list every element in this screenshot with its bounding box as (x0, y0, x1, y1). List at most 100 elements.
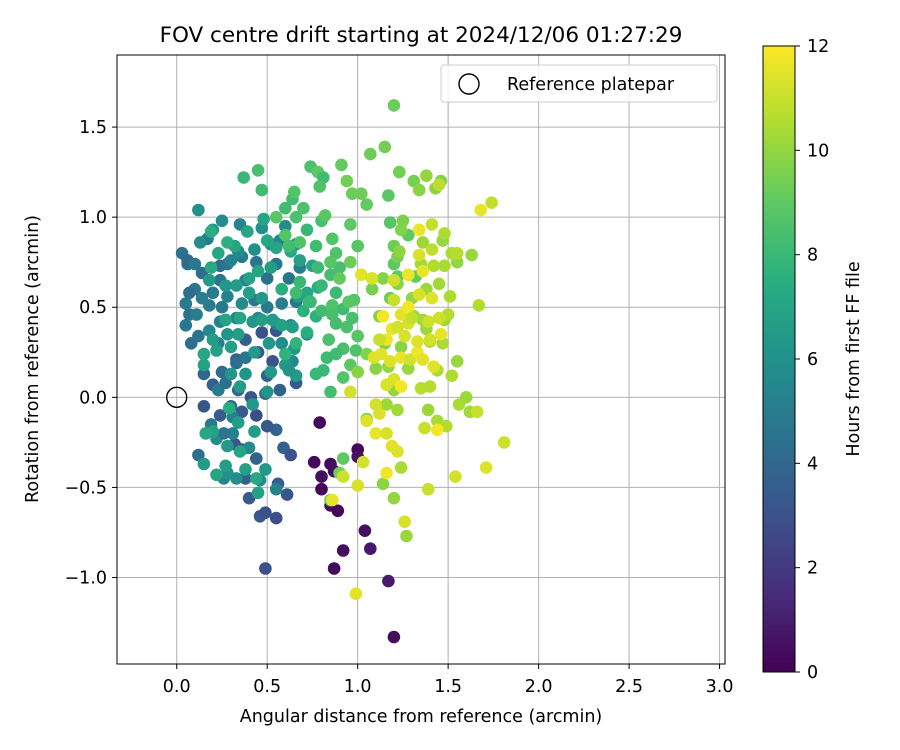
colorbar-label: Hours from first FF file (844, 261, 864, 456)
data-point (365, 272, 379, 285)
y-tick-label: 1.5 (79, 118, 107, 138)
colorbar-gradient (762, 45, 796, 673)
y-tick-label: 1.0 (79, 208, 107, 228)
data-point (233, 445, 247, 458)
data-point (179, 297, 193, 310)
data-point (365, 282, 379, 296)
data-point (324, 385, 337, 399)
data-point (235, 405, 249, 419)
data-point (275, 319, 289, 332)
colorbar-tick-label: 10 (807, 141, 829, 161)
data-point (416, 236, 430, 249)
x-tick-label: 0.5 (253, 677, 281, 697)
data-point (241, 225, 254, 238)
data-point (421, 482, 435, 496)
data-point (300, 326, 314, 339)
data-point (347, 293, 361, 307)
data-point (221, 439, 234, 453)
data-point (391, 320, 404, 334)
data-point (275, 282, 289, 296)
data-point (313, 416, 327, 429)
data-point (459, 391, 473, 404)
data-point (282, 272, 296, 285)
data-point (204, 225, 218, 238)
data-point (197, 358, 211, 372)
data-point (210, 468, 223, 482)
data-point (289, 210, 303, 224)
data-point (197, 367, 211, 381)
data-point (320, 351, 334, 365)
data-point (331, 504, 345, 518)
data-point (315, 482, 328, 496)
data-point (309, 367, 323, 381)
data-point (195, 291, 209, 305)
data-point (414, 382, 428, 395)
data-point (255, 326, 269, 339)
data-point (288, 185, 301, 199)
data-point (387, 273, 401, 287)
data-point (412, 223, 426, 237)
data-point (286, 320, 299, 334)
data-point (260, 234, 274, 247)
data-point (340, 174, 354, 188)
data-point (249, 409, 263, 422)
data-point (237, 171, 250, 184)
data-point (259, 506, 272, 519)
data-point (387, 630, 401, 644)
colorbar-tick-label: 8 (807, 246, 818, 266)
data-point (193, 236, 207, 249)
data-point (438, 227, 451, 240)
data-point (336, 371, 350, 384)
data-point (349, 344, 363, 357)
data-point (369, 427, 383, 440)
data-point (387, 491, 401, 505)
data-point (355, 187, 368, 200)
data-point (412, 288, 426, 301)
data-point (432, 311, 446, 325)
x-axis-label: Angular distance from reference (arcmin) (240, 707, 603, 727)
data-point (212, 246, 225, 260)
data-point (336, 470, 350, 483)
data-point (360, 198, 374, 211)
data-point (248, 243, 261, 256)
data-point (369, 398, 383, 411)
x-tick-label: 1.0 (344, 677, 372, 697)
data-point (282, 364, 296, 377)
data-point (215, 300, 229, 314)
data-point (266, 313, 279, 327)
data-point (219, 459, 232, 473)
data-point (412, 183, 426, 197)
data-point (183, 286, 196, 300)
data-point (251, 486, 265, 500)
data-point (233, 380, 247, 393)
data-point (470, 405, 484, 419)
data-point (336, 452, 350, 465)
data-point (376, 310, 390, 323)
x-tick-label: 1.5 (434, 677, 462, 697)
data-point (425, 243, 439, 256)
data-point (313, 180, 327, 193)
data-point (400, 529, 413, 543)
data-point (333, 261, 346, 274)
data-point (364, 542, 377, 555)
data-point (231, 328, 245, 341)
data-point (315, 470, 328, 483)
data-point (335, 158, 348, 172)
data-point (398, 329, 412, 343)
data-point (387, 99, 401, 112)
data-point (210, 344, 223, 357)
data-point (221, 236, 234, 249)
data-point (355, 268, 368, 282)
data-point (479, 461, 493, 474)
data-point (378, 140, 392, 154)
data-point (450, 246, 464, 260)
data-point (213, 409, 227, 422)
data-point (231, 416, 245, 429)
data-point (373, 333, 386, 347)
data-point (345, 187, 359, 200)
data-point (427, 360, 441, 374)
data-point (431, 423, 444, 437)
colorbar-tick-label: 2 (807, 559, 818, 579)
data-point (432, 277, 446, 291)
data-point (380, 427, 393, 440)
